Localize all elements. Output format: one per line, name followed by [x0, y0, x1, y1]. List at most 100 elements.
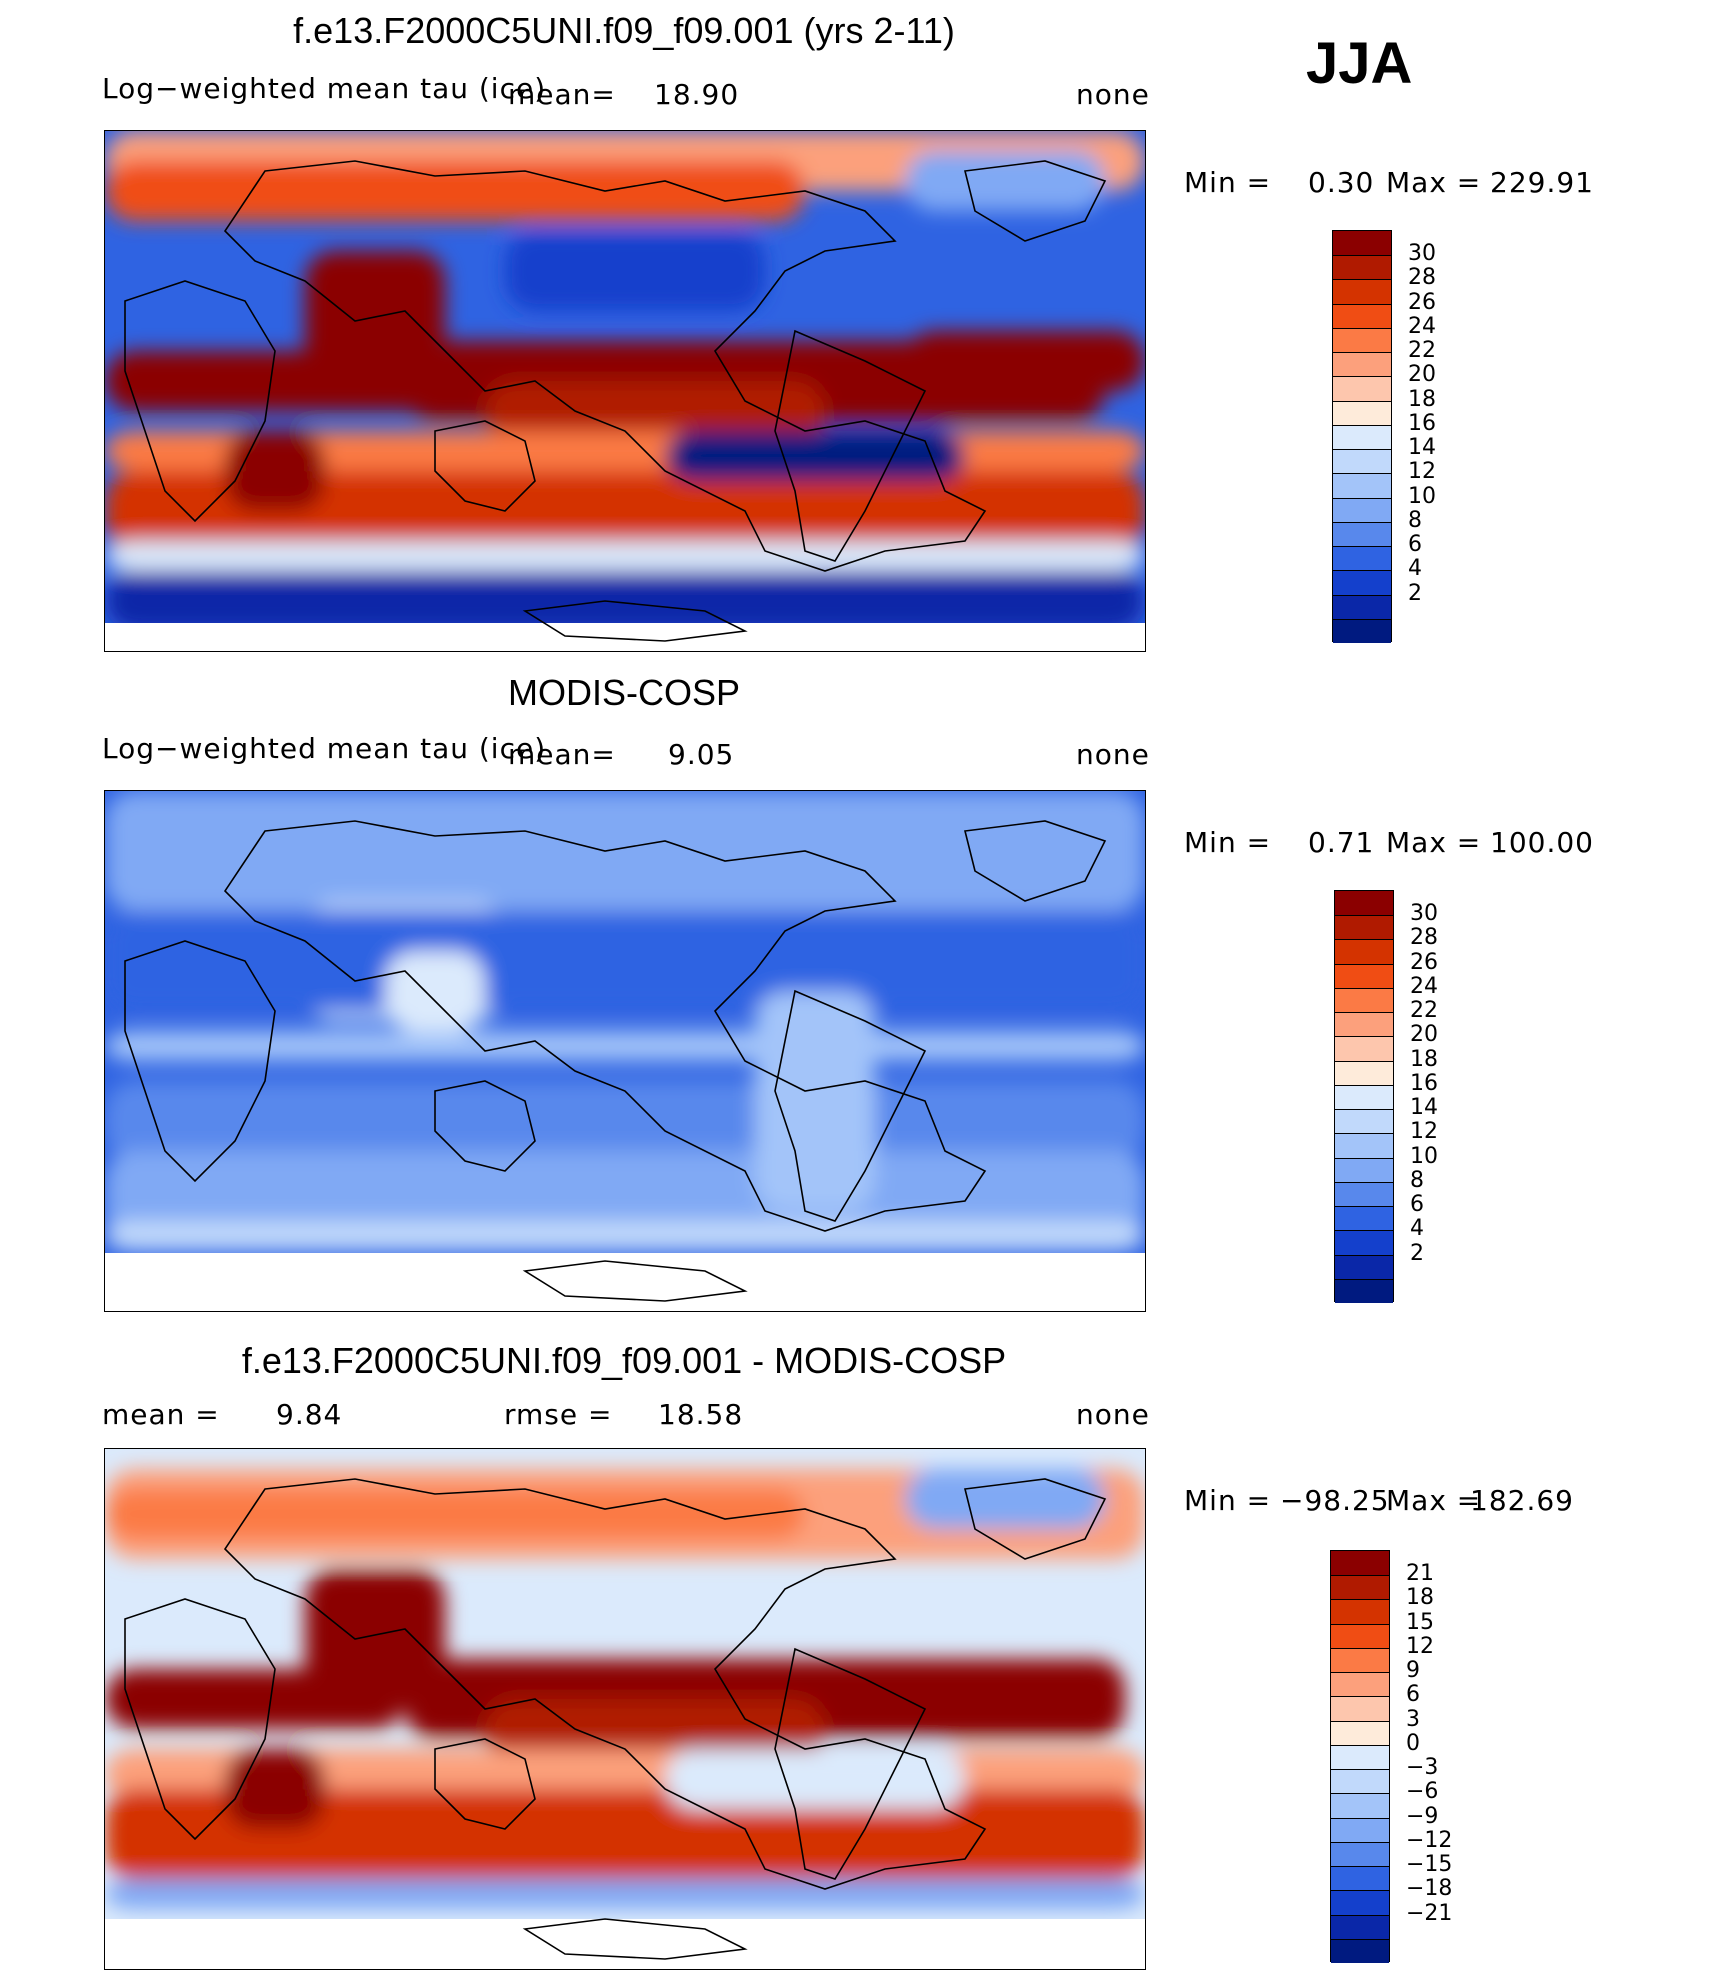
panel-3-rmse-value: 18.58 [658, 1398, 744, 1431]
colorbar-swatch [1335, 1254, 1393, 1280]
coastlines [124, 160, 1107, 642]
colorbar-swatch [1331, 1866, 1389, 1891]
colorbar-swatch [1331, 1599, 1389, 1625]
panel-3-max-value: 182.69 [1470, 1484, 1574, 1517]
coastline [774, 989, 927, 1222]
colorbar-tick-label: −15 [1406, 1852, 1453, 1878]
colorbar-tick-label: 0 [1406, 1730, 1420, 1756]
colorbar-swatch [1331, 1938, 1389, 1964]
colorbar-tick-label: 26 [1410, 949, 1438, 975]
colorbar-tick-label: 12 [1410, 1119, 1438, 1145]
colorbar-swatch [1333, 473, 1391, 499]
colorbar-tick-label: 21 [1406, 1561, 1434, 1587]
colorbar-swatch [1331, 1769, 1389, 1794]
colorbar-tick-label: 9 [1406, 1658, 1420, 1684]
coastline [223, 820, 987, 1232]
colorbar-swatch [1335, 1230, 1393, 1256]
panel-3-map-field [105, 1449, 1145, 1969]
panel-1-map [104, 130, 1146, 652]
field-blobs [105, 791, 1145, 1251]
coastline [964, 1478, 1107, 1560]
colorbar-swatch [1331, 1575, 1389, 1600]
colorbar-tick-label: 8 [1408, 507, 1422, 533]
coastline [223, 1478, 987, 1890]
colorbar-swatch [1331, 1793, 1389, 1819]
colorbar-tick-label: −21 [1406, 1900, 1453, 1926]
coastline [434, 420, 536, 512]
panel-3-title: f.e13.F2000C5UNI.f09_f09.001 - MODIS-COS… [241, 1340, 1007, 1381]
colorbar-swatch [1331, 1720, 1389, 1746]
colorbar-tick-label: 2 [1408, 580, 1422, 606]
colorbar-tick-label: 22 [1410, 998, 1438, 1024]
panel-1-units: none [1076, 78, 1150, 111]
colorbar-tick-label: 2 [1410, 1240, 1424, 1266]
panel-1-mean-label: mean= [508, 78, 616, 111]
colorbar-swatch [1335, 1060, 1393, 1086]
colorbar-tick-label: 22 [1408, 338, 1436, 364]
coastline [434, 1080, 536, 1172]
colorbar-swatch [1335, 1109, 1393, 1134]
colorbar-tick-label: −6 [1406, 1779, 1439, 1805]
coastline [434, 1738, 536, 1830]
colorbar-tick-label: 6 [1408, 532, 1422, 558]
colorbar-tick-label: 24 [1408, 313, 1436, 339]
colorbar-tick-label: 24 [1410, 973, 1438, 999]
panel-2-mean-value: 9.05 [668, 738, 735, 771]
missing-data-band [105, 623, 1145, 651]
colorbar-swatch [1331, 1914, 1389, 1940]
colorbar-swatch [1333, 546, 1391, 571]
colorbar-tick-label: −9 [1406, 1803, 1439, 1829]
panel-1-title: f.e13.F2000C5UNI.f09_f09.001 (yrs 2-11) [293, 10, 955, 51]
colorbar-tick-label: 3 [1406, 1706, 1420, 1732]
panel-3-min-value: −98.25 [1280, 1484, 1390, 1517]
colorbar-tick-label: 18 [1408, 386, 1436, 412]
panel-3-mean-value: 9.84 [276, 1398, 343, 1431]
colorbar-swatch [1331, 1672, 1389, 1697]
colorbar-tick-label: −12 [1406, 1827, 1453, 1853]
colorbar-tick-label: −18 [1406, 1876, 1453, 1902]
colorbar-swatch [1335, 1157, 1393, 1183]
colorbar-swatch [1333, 424, 1391, 450]
colorbar-swatch [1335, 915, 1393, 940]
panel-1-subtitle: Log−weighted mean tau (ice) [102, 72, 547, 105]
colorbar-swatch [1331, 1890, 1389, 1916]
colorbar-swatch [1333, 594, 1391, 620]
colorbar-tick-label: 4 [1408, 556, 1422, 582]
panel-1-min-value: 0.30 [1308, 166, 1375, 199]
colorbar-tick-label: 18 [1406, 1585, 1434, 1611]
panel-2-units: none [1076, 738, 1150, 771]
panel-1-max-value: 229.91 [1490, 166, 1594, 199]
panel-3-mean-label: mean = [102, 1398, 220, 1431]
panel-2-map [104, 790, 1146, 1312]
colorbar-tick-label: 30 [1408, 241, 1436, 267]
colorbar-tick-label: 4 [1410, 1216, 1424, 1242]
colorbar-swatch [1331, 1623, 1389, 1649]
field-blobs [105, 1469, 1145, 1909]
colorbar-swatch [1335, 1206, 1393, 1231]
coastline [223, 160, 987, 572]
colorbar-swatch [1331, 1551, 1389, 1576]
panel-3-rmse-label: rmse = [504, 1398, 613, 1431]
panel-1-colorbar: 30 28 26 24 22 20 18 16 14 12 10 8 6 4 2 [1332, 230, 1436, 644]
colorbar-tick-label: 15 [1406, 1609, 1434, 1635]
colorbar-swatch [1335, 1181, 1393, 1207]
colorbar-swatch [1331, 1841, 1389, 1867]
colorbar-swatch [1333, 400, 1391, 426]
colorbar-swatch [1331, 1647, 1389, 1673]
colorbar-swatch [1333, 521, 1391, 547]
colorbar-swatch [1331, 1817, 1389, 1843]
colorbar-box [1332, 230, 1392, 644]
coastline [774, 1647, 927, 1880]
colorbar-swatch [1333, 231, 1391, 256]
panel-3-units: none [1076, 1398, 1150, 1431]
colorbar-swatch [1335, 1012, 1393, 1037]
colorbar-tick-label: 12 [1408, 459, 1436, 485]
colorbar-swatch [1335, 891, 1393, 916]
panel-2-max-label: Max = [1386, 826, 1482, 859]
panel-2-title: MODIS-COSP [507, 672, 740, 713]
coastline [522, 600, 748, 642]
colorbar-tick-label: 12 [1406, 1633, 1434, 1659]
colorbar-swatch [1333, 376, 1391, 402]
coastline [124, 1598, 276, 1841]
colorbar-tick-label: 28 [1410, 925, 1438, 951]
